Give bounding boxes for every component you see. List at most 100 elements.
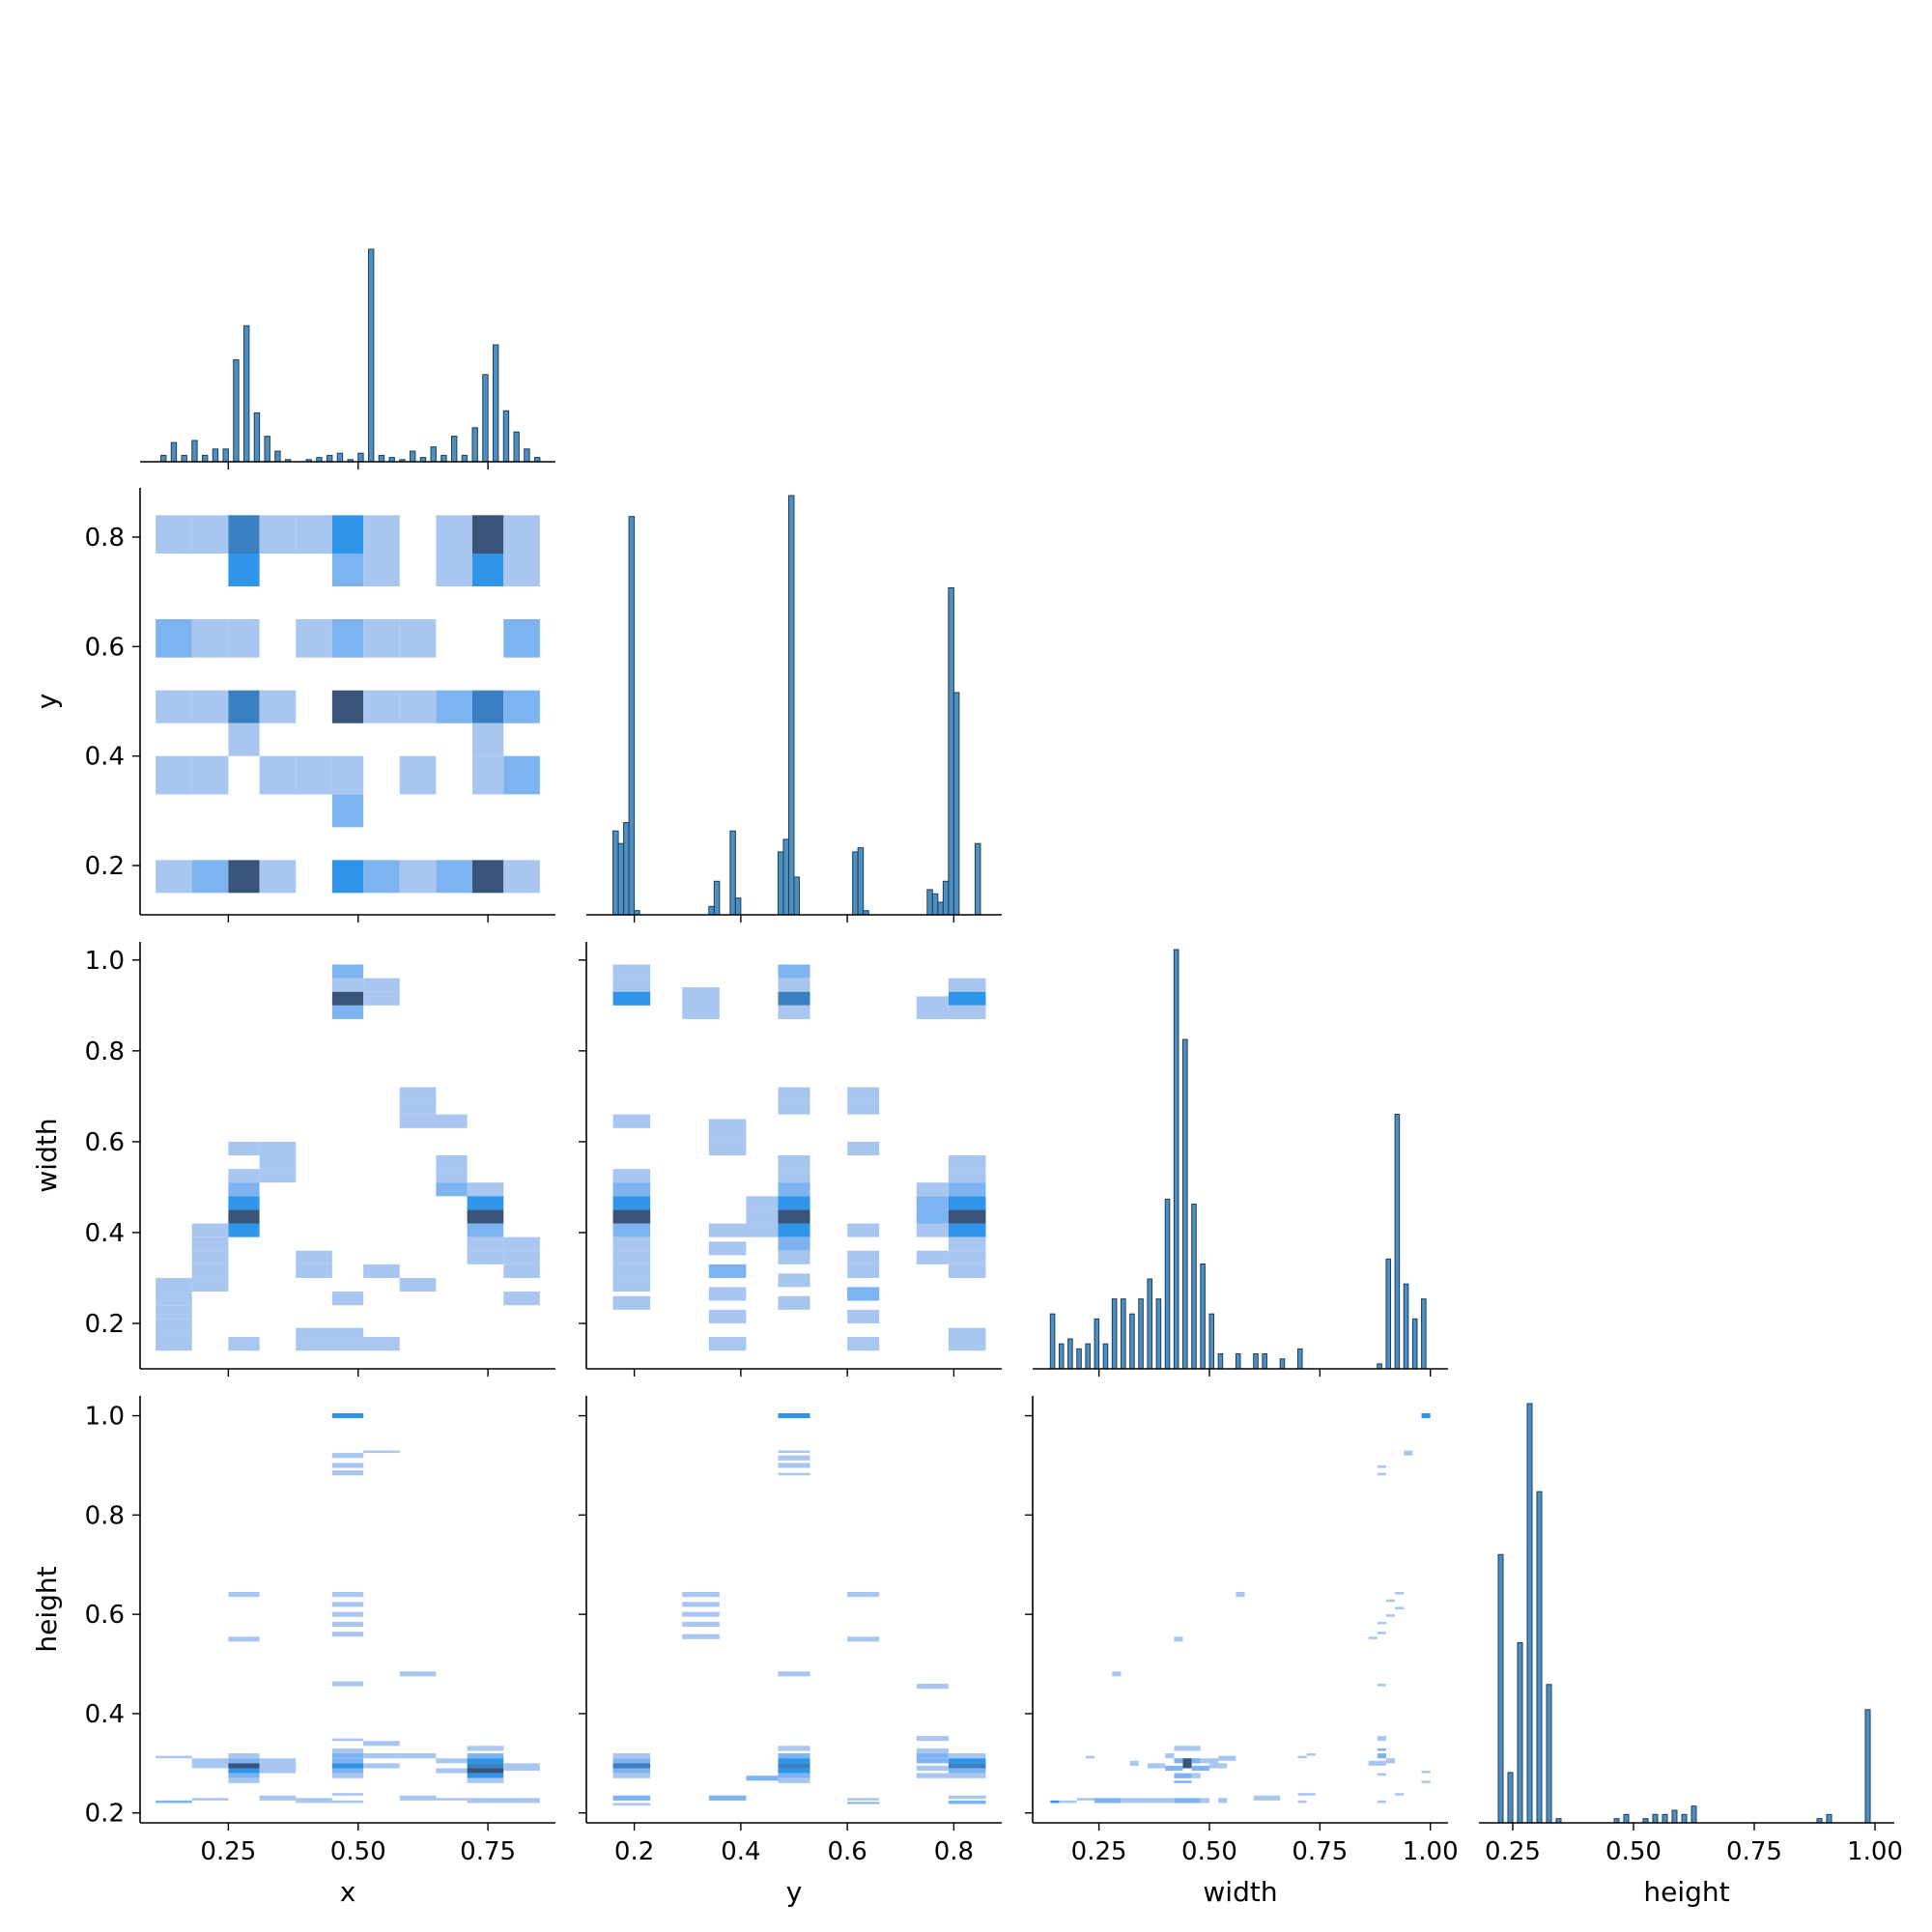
heatmap-cell	[612, 1223, 651, 1237]
heatmap-cell	[916, 1753, 949, 1759]
hist-bar	[1526, 1403, 1533, 1824]
heatmap-height_vs_y	[612, 1412, 986, 1806]
hist-bar	[253, 412, 261, 463]
heatmap-cell	[1174, 1758, 1183, 1764]
heatmap-cell	[948, 1773, 986, 1778]
heatmap-cell	[331, 991, 364, 1006]
heatmap-cell	[1174, 1746, 1201, 1751]
heatmap-cell	[472, 860, 504, 894]
heatmap-cell	[708, 1141, 747, 1155]
heatmap-cell	[1174, 1636, 1183, 1642]
heatmap-cell	[331, 1681, 364, 1687]
heatmap-cell	[228, 1169, 260, 1183]
heatmap-cell	[1191, 1773, 1201, 1778]
heatmap-height_vs_x	[156, 1412, 540, 1804]
heatmap-cell	[228, 1758, 260, 1764]
heatmap-cell	[331, 1592, 364, 1598]
heatmap-cell	[191, 619, 229, 658]
hist-bar	[1076, 1348, 1082, 1370]
x-tick-label: 0.25	[1485, 1837, 1541, 1866]
heatmap-cell	[436, 1155, 468, 1170]
hist-bar	[1067, 1338, 1073, 1370]
hist-bar	[1394, 1114, 1401, 1370]
heatmap-cell	[778, 1472, 810, 1476]
heatmap-cell	[682, 1621, 720, 1627]
heatmap-cell	[778, 1768, 810, 1774]
heatmap-cell	[331, 1753, 364, 1759]
heatmap-y_vs_x	[156, 515, 540, 894]
heatmap-cell	[1297, 1800, 1307, 1804]
heatmap-cell	[778, 1087, 810, 1101]
hist-bar	[1262, 1353, 1267, 1370]
heatmap-cell	[467, 1773, 504, 1778]
heatmap-cell	[778, 1005, 810, 1019]
heatmap-cell	[331, 978, 364, 992]
hist-bar	[513, 431, 520, 463]
heatmap-cell	[778, 1758, 810, 1764]
heatmap-cell	[191, 860, 229, 894]
heatmap-cell	[503, 1264, 540, 1278]
heatmap-cell	[331, 1800, 364, 1804]
heatmap-cell	[156, 1292, 192, 1306]
hist-bar	[327, 454, 333, 463]
heatmap-cell	[1297, 1793, 1316, 1796]
heatmap-cell	[948, 1250, 986, 1264]
heatmap-cell	[916, 1773, 949, 1778]
heatmap-cell	[708, 1337, 747, 1351]
heatmap-cell	[472, 690, 504, 724]
heatmap-cell	[259, 690, 297, 724]
heatmap-cell	[331, 619, 364, 658]
heatmap-cell	[503, 860, 540, 894]
hist-bar	[948, 586, 954, 916]
x-tick-label: 0.75	[1726, 1837, 1782, 1866]
heatmap-width_vs_y	[612, 964, 986, 1351]
heatmap-cell	[436, 1169, 468, 1183]
heatmap-cell	[228, 1592, 260, 1598]
heatmap-cell	[847, 1141, 880, 1155]
hist-bar	[1155, 1298, 1162, 1370]
heatmap-cell	[948, 991, 986, 1006]
heatmap-cell	[331, 515, 364, 554]
heatmap-cell	[467, 1753, 504, 1759]
heatmap-cell	[948, 1223, 986, 1237]
hist-bar	[1546, 1684, 1552, 1824]
heatmap-cell	[1377, 1621, 1386, 1625]
heatmap-cell	[916, 996, 949, 1019]
hist-bar	[1497, 1553, 1504, 1824]
heatmap-cell	[331, 1768, 364, 1774]
heatmap-cell	[1368, 1760, 1386, 1766]
heatmap-cell	[259, 860, 297, 894]
heatmap-cell	[228, 1773, 260, 1778]
heatmap-cell	[156, 515, 192, 554]
heatmap-cell	[948, 978, 986, 992]
hist-bar	[777, 851, 784, 916]
heatmap-cell	[1208, 1763, 1228, 1769]
hist-bar	[1826, 1813, 1833, 1824]
heatmap-cell	[948, 1768, 986, 1774]
hist-bar	[1129, 1313, 1135, 1370]
heatmap-cell	[467, 1236, 504, 1251]
axes-height-vs-width: 0.25 0.50 0.75 1.00	[1025, 1396, 1459, 1866]
heatmap-cell	[1165, 1765, 1183, 1772]
heatmap-cell	[708, 1264, 747, 1278]
hist-bar	[1208, 1313, 1215, 1370]
heatmap-cell	[399, 619, 437, 658]
heatmap-cell	[503, 755, 540, 795]
heatmap-cell	[1085, 1755, 1095, 1759]
heatmap-cell	[156, 619, 192, 658]
x-axis-label-width: width	[1203, 1876, 1277, 1908]
heatmap-cell	[682, 987, 720, 1019]
heatmap-cell	[191, 1798, 229, 1801]
axes-y-vs-x: 0.2 0.4 0.6 0.8	[85, 488, 555, 923]
heatmap-cell	[363, 1763, 400, 1769]
hist-bar	[1864, 1709, 1871, 1824]
heatmap-cell	[1377, 1632, 1386, 1634]
hist-bar	[233, 358, 240, 463]
hist-bar	[357, 452, 364, 463]
hist-bar	[336, 452, 344, 463]
heatmap-cell	[228, 690, 260, 724]
heatmap-cell	[916, 1758, 949, 1764]
heatmap-cell	[778, 1100, 810, 1115]
heatmap-cell	[331, 1632, 364, 1637]
axes-height-vs-x: 0.25 0.50 0.75 0.2 0.4 0.6 0.8 1.0	[85, 1396, 555, 1866]
